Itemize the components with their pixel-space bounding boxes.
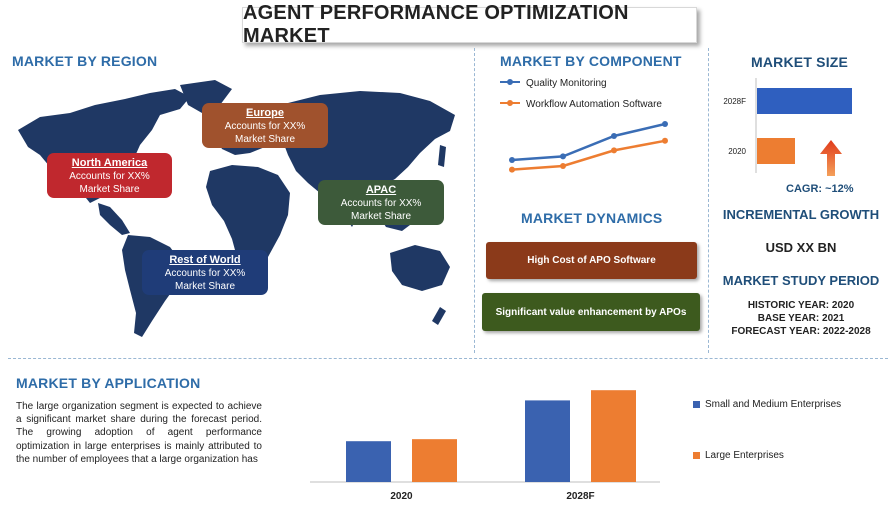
component-heading: MARKET BY COMPONENT xyxy=(500,53,682,69)
size-bar-2020 xyxy=(757,138,795,164)
base-year: BASE YEAR: 2021 xyxy=(757,313,845,324)
app-bar-2020-0 xyxy=(346,441,391,482)
series-0-point-3 xyxy=(662,121,668,127)
legend-marker-1 xyxy=(507,100,513,106)
size-label-2020: 2020 xyxy=(728,147,746,156)
region-box-europe: Europe Accounts for XX% Market Share xyxy=(202,103,328,148)
region-text-apac: Accounts for XX% xyxy=(340,198,422,209)
app-category-label-2028F: 2028F xyxy=(566,491,594,502)
divider-component-size xyxy=(708,48,709,353)
region-heading: MARKET BY REGION xyxy=(12,53,158,69)
historic-year: HISTORIC YEAR: 2020 xyxy=(747,300,855,311)
size-heading: MARKET SIZE xyxy=(751,54,849,70)
series-line-1 xyxy=(511,139,666,171)
map-africa xyxy=(206,165,290,279)
legend-label-component-1: Workflow Automation Software xyxy=(526,99,662,110)
series-1-point-3 xyxy=(662,137,668,144)
region-name-north-america: North America xyxy=(71,157,148,169)
legend-swatch-sme xyxy=(693,401,700,408)
region-text-rest-of-world: Accounts for XX% xyxy=(164,268,246,279)
map-central-america xyxy=(98,203,130,235)
app-bar-2028F-0 xyxy=(525,400,570,482)
legend-item-sme: Small and Medium Enterprises xyxy=(693,399,841,410)
map-australia xyxy=(390,245,450,291)
region-text2-europe: Market Share xyxy=(234,134,296,145)
dynamics-heading: MARKET DYNAMICS xyxy=(521,210,663,226)
divider-horizontal xyxy=(8,358,888,359)
series-1-point-2 xyxy=(611,147,617,154)
series-0-point-1 xyxy=(560,153,566,160)
page-title: AGENT PERFORMANCE OPTIMIZATION MARKET xyxy=(242,2,697,47)
legend-item-large: Large Enterprises xyxy=(693,450,784,461)
region-text2-apac: Market Share xyxy=(350,211,412,222)
series-1-point-0 xyxy=(509,166,515,173)
application-heading: MARKET BY APPLICATION xyxy=(16,375,201,391)
incremental-growth-value: USD XX BN xyxy=(765,240,837,255)
study-period-heading: MARKET STUDY PERIOD xyxy=(722,273,880,288)
region-text-europe: Accounts for XX% xyxy=(224,121,306,132)
legend-label-component-0: Quality Monitoring xyxy=(526,78,607,89)
growth-arrow-icon xyxy=(820,140,842,176)
app-bar-2028F-1 xyxy=(591,390,636,482)
divider-region-component xyxy=(474,48,475,353)
region-box-north-america: North America Accounts for XX% Market Sh… xyxy=(47,153,172,198)
app-category-label-2020: 2020 xyxy=(390,491,413,502)
region-box-apac: APAC Accounts for XX% Market Share xyxy=(318,180,444,225)
legend-marker-0 xyxy=(507,79,513,85)
application-bar-chart: 2020 2028F xyxy=(310,390,660,502)
region-name-rest-of-world: Rest of World xyxy=(169,254,241,266)
legend-label-sme: Small and Medium Enterprises xyxy=(705,399,842,410)
region-text-north-america: Accounts for XX% xyxy=(69,171,150,182)
region-name-apac: APAC xyxy=(365,184,397,196)
cagr-text: CAGR: ~12% xyxy=(786,183,854,195)
region-box-rest-of-world: Rest of World Accounts for XX% Market Sh… xyxy=(142,250,268,295)
series-0-point-0 xyxy=(509,157,515,163)
component-line-chart: Quality Monitoring Workflow Automation So… xyxy=(500,78,668,173)
series-1-point-1 xyxy=(560,163,566,169)
map-japan xyxy=(438,145,446,167)
map-new-zealand xyxy=(432,307,446,325)
size-bar-2028F xyxy=(757,88,852,114)
legend-swatch-large xyxy=(693,452,700,459)
region-text2-rest-of-world: Market Share xyxy=(174,281,236,292)
series-line-0 xyxy=(511,122,666,162)
incremental-growth-heading: INCREMENTAL GROWTH xyxy=(722,207,880,222)
size-label-2028F: 2028F xyxy=(723,97,746,106)
legend-label-large: Large Enterprises xyxy=(705,450,784,461)
market-size-bar-chart: 2028F 2020 xyxy=(723,78,852,173)
application-paragraph: The large organization segment is expect… xyxy=(16,401,262,465)
dynamics-item-value-enhancement: Significant value enhancement by APOs xyxy=(482,293,700,331)
app-bar-2020-1 xyxy=(412,439,457,482)
dynamics-item-high-cost: High Cost of APO Software xyxy=(486,242,697,279)
forecast-year: FORECAST YEAR: 2022-2028 xyxy=(731,326,871,337)
region-text2-north-america: Market Share xyxy=(79,184,140,195)
region-name-europe: Europe xyxy=(246,107,284,119)
series-0-point-2 xyxy=(611,133,617,139)
